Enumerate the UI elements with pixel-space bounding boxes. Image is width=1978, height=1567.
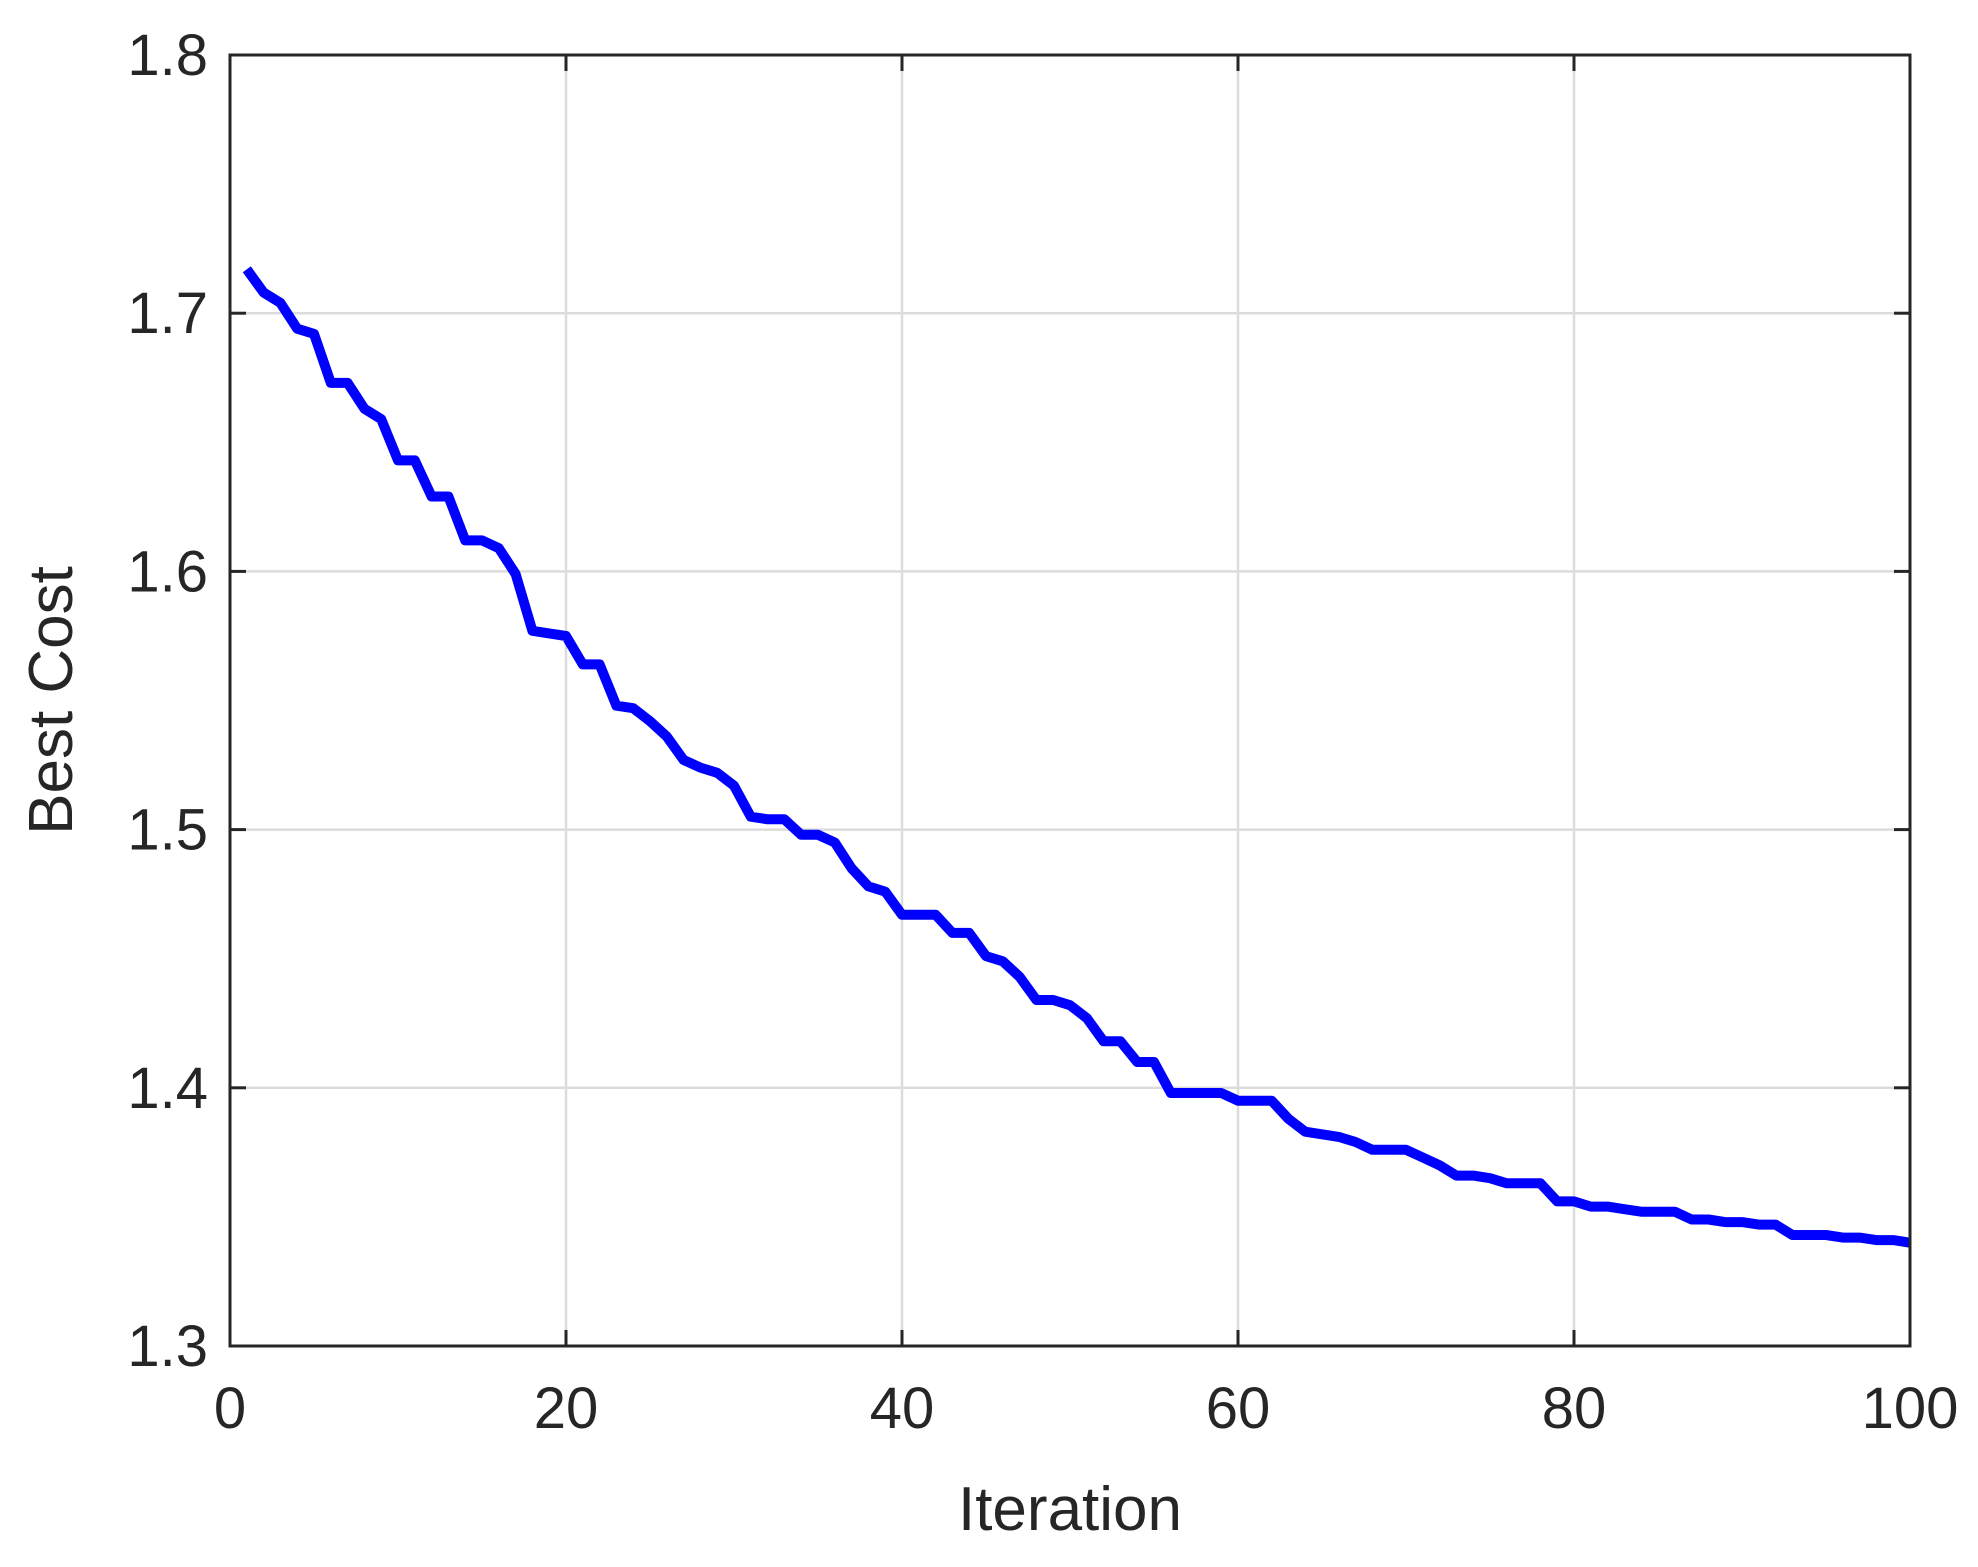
y-tick-label: 1.8 (127, 23, 208, 88)
x-axis-title: Iteration (958, 1475, 1182, 1544)
y-tick-label: 1.4 (127, 1056, 208, 1121)
y-tick-label: 1.3 (127, 1314, 208, 1379)
x-tick-labels: 0 20 40 60 80 100 (214, 1376, 1959, 1441)
series-layer (242, 266, 1911, 1248)
y-tick-label: 1.7 (127, 281, 208, 346)
ticks (228, 53, 1912, 1348)
x-tick-label: 20 (534, 1376, 599, 1441)
x-tick-label: 100 (1862, 1376, 1959, 1441)
y-tick-label: 1.6 (127, 539, 208, 604)
x-tick-label: 40 (870, 1376, 935, 1441)
series-line (242, 266, 1911, 1248)
y-axis-title: Best Cost (17, 566, 86, 835)
x-tick-label: 60 (1206, 1376, 1271, 1441)
grid (230, 55, 1910, 1346)
plot-area-frame (228, 53, 1912, 1348)
y-tick-label: 1.5 (127, 798, 208, 863)
x-tick-label: 80 (1542, 1376, 1607, 1441)
y-tick-labels: 1.3 1.4 1.5 1.6 1.7 1.8 (127, 23, 208, 1379)
x-tick-label: 0 (214, 1376, 246, 1441)
